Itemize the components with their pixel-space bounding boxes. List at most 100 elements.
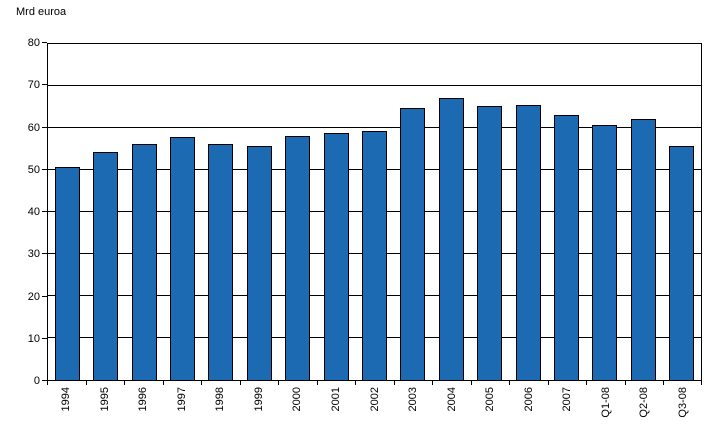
bar-1994 [54, 167, 80, 380]
bar-2007 [553, 114, 579, 380]
x-tick-mark [162, 381, 164, 385]
x-axis-labels: 1994 1995 1996 1997 1998 1999 2000 2001 2002 2003… [47, 387, 702, 439]
plot-area [47, 43, 702, 381]
x-tick-mark [547, 381, 549, 385]
x-label-slot: 1999 [240, 387, 279, 439]
gridline-60 [48, 127, 701, 128]
x-tick-label-2000: 2000 [291, 387, 304, 412]
y-tick-label-60: 60 [27, 121, 40, 134]
y-tick-mark [42, 337, 47, 339]
x-tick-mark [278, 381, 280, 385]
gridline-70 [48, 85, 701, 86]
x-tick-mark [239, 381, 241, 385]
x-tick-mark [124, 381, 126, 385]
x-tick-label-Q3-08: Q3-08 [676, 387, 689, 418]
x-label-slot: 1996 [124, 387, 163, 439]
x-label-slot: 2003 [394, 387, 433, 439]
x-tick-mark [701, 381, 702, 385]
x-label-slot: 1994 [47, 387, 86, 439]
bar-slot [355, 44, 393, 380]
bar-slot [317, 44, 355, 380]
x-tick-label-1996: 1996 [137, 387, 150, 412]
y-axis-labels: 0 10 20 30 40 50 60 70 80 [0, 37, 40, 387]
x-tick-mark [509, 381, 511, 385]
y-tick-label-50: 50 [27, 163, 40, 176]
bar-Q2-08 [630, 119, 656, 380]
y-tick-mark [42, 295, 47, 297]
x-tick-mark [432, 381, 434, 385]
x-tick-mark [47, 381, 48, 385]
y-tick-label-20: 20 [27, 290, 40, 303]
x-label-slot: 2000 [278, 387, 317, 439]
x-axis-ticks [47, 381, 702, 385]
bar-2004 [438, 97, 464, 380]
x-label-slot: Q3-08 [664, 387, 703, 439]
x-tick-label-Q1-08: Q1-08 [599, 387, 612, 418]
y-tick-label-80: 80 [27, 37, 40, 49]
x-label-slot: 1998 [201, 387, 240, 439]
y-tick-mark [42, 42, 47, 43]
x-tick-label-2004: 2004 [445, 387, 458, 412]
bar-slot [547, 44, 585, 380]
bar-slot [86, 44, 124, 380]
x-label-slot: 2004 [432, 387, 471, 439]
bar-1996 [131, 143, 157, 380]
bar-slot [586, 44, 624, 380]
x-tick-mark [316, 381, 318, 385]
x-tick-mark [201, 381, 203, 385]
y-tick-mark [42, 168, 47, 170]
bar-1997 [169, 137, 195, 380]
chart-unit-label: Mrd euroa [16, 6, 67, 18]
bar-1995 [93, 152, 119, 380]
x-label-slot: Q1-08 [586, 387, 625, 439]
x-tick-mark [470, 381, 472, 385]
x-tick-label-2003: 2003 [407, 387, 420, 412]
bar-slot [663, 44, 701, 380]
x-label-slot: 1997 [163, 387, 202, 439]
x-tick-label-2006: 2006 [522, 387, 535, 412]
bar-slot [470, 44, 508, 380]
x-tick-label-1997: 1997 [175, 387, 188, 412]
x-tick-label-1998: 1998 [214, 387, 227, 412]
y-axis-ticks [42, 42, 47, 381]
x-label-slot: 2007 [548, 387, 587, 439]
bar-slot [125, 44, 163, 380]
x-label-slot: 2001 [317, 387, 356, 439]
y-tick-mark [42, 126, 47, 128]
bar-2006 [515, 104, 541, 380]
bar-slot [432, 44, 470, 380]
x-tick-label-2007: 2007 [561, 387, 574, 412]
bar-Q3-08 [669, 146, 695, 380]
bar-slot [240, 44, 278, 380]
bar-2001 [323, 133, 349, 380]
x-tick-mark [355, 381, 357, 385]
x-label-slot: 2002 [355, 387, 394, 439]
x-tick-label-Q2-08: Q2-08 [638, 387, 651, 418]
bar-slot [394, 44, 432, 380]
x-tick-label-1995: 1995 [98, 387, 111, 412]
plot-area-bars [48, 44, 701, 380]
bar-1998 [208, 144, 234, 380]
x-tick-label-1999: 1999 [252, 387, 265, 412]
y-tick-mark [42, 211, 47, 212]
x-label-slot: 2005 [471, 387, 510, 439]
bar-2003 [400, 108, 426, 380]
bar-1999 [246, 146, 272, 380]
y-tick-mark [42, 380, 47, 381]
x-label-slot: 2006 [509, 387, 548, 439]
x-tick-mark [393, 381, 395, 385]
x-tick-label-1994: 1994 [60, 387, 73, 412]
x-label-slot: Q2-08 [625, 387, 664, 439]
x-tick-mark [586, 381, 588, 385]
x-tick-label-2001: 2001 [329, 387, 342, 412]
y-tick-mark [42, 84, 47, 86]
bar-slot [202, 44, 240, 380]
bar-slot [48, 44, 86, 380]
bar-slot [278, 44, 316, 380]
y-tick-label-40: 40 [27, 206, 40, 218]
bar-2005 [477, 106, 503, 380]
y-tick-label-30: 30 [27, 248, 40, 261]
bar-slot [624, 44, 662, 380]
x-tick-mark [663, 381, 665, 385]
bar-slot [163, 44, 201, 380]
